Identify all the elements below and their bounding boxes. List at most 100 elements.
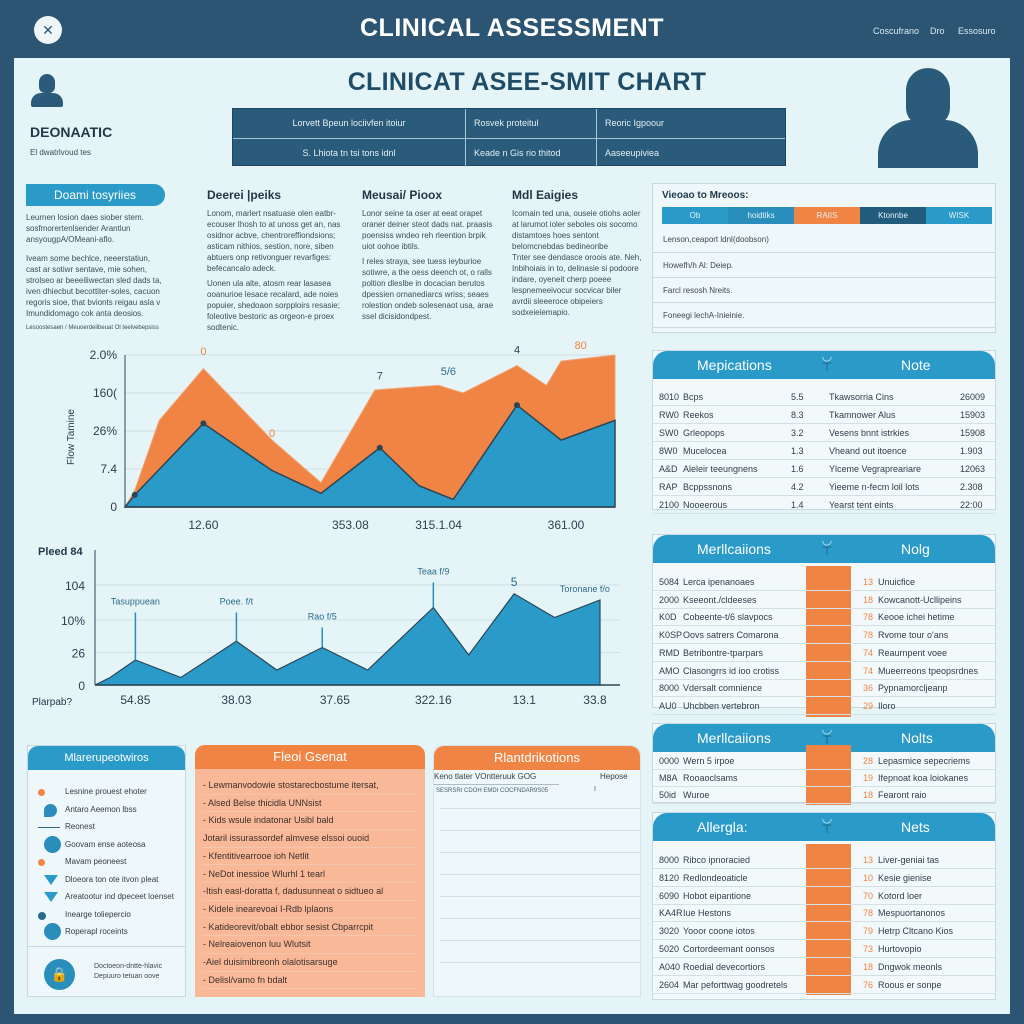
table-row[interactable]: 5084 Lerca ipenanoaes 13 Unuicfice <box>653 573 995 591</box>
list-row[interactable]: Farcl resosh Nreits. <box>653 278 995 303</box>
table-cell: Hurtovopio <box>878 944 922 954</box>
dot-orange-icon <box>38 789 45 796</box>
data-point[interactable] <box>131 491 138 498</box>
legend-label: Areatootur ind dpeceet loenset <box>65 892 174 901</box>
table-cell: Iloro <box>878 700 896 711</box>
legend-item[interactable]: Antaro Aeemon lbss <box>28 803 187 818</box>
table-row[interactable]: AMO Clasongrrs id ioo crotiss 74 Mueerreons… <box>653 662 995 680</box>
table-row[interactable]: AU0 Uhcbben vertebron 29 Iloro <box>653 697 995 715</box>
footer-line: Depuuro tetuan oove <box>94 973 160 980</box>
table-row[interactable]: 2100 Nooeerous 1.4 Yearst tent eints 22:00 <box>653 496 995 514</box>
table-row[interactable]: K0SP Oovs satrers Comarona 78 Rvome tour o'… <box>653 626 995 645</box>
table-cell: I <box>594 786 596 793</box>
text-column: Meusai/ Pioox Lonor seine ta oser at eea… <box>362 188 500 322</box>
table-cell: 8010 <box>659 392 680 402</box>
table-row[interactable]: 5020 Cortordeemant oonsos 73 Hurtovopio <box>653 940 995 958</box>
table-row[interactable]: 2000 Kseeont./cldeeses 18 Kowcanott-Ucllipe… <box>653 591 995 609</box>
table-cell: 74 <box>863 665 874 676</box>
list-row[interactable]: Lenson,ceaport ldnl(doobson) <box>653 229 995 253</box>
table-cell: 8.3 <box>791 410 804 420</box>
data-label: 80 <box>575 340 587 352</box>
section-tab[interactable]: Doami tosyriies <box>26 184 165 206</box>
legend-item[interactable]: Areatootur ind dpeceet loenset <box>28 891 187 905</box>
data-point[interactable] <box>376 444 383 451</box>
table-cell: 2.308 <box>960 482 983 492</box>
table-cell: Mar peforttwag goodretels <box>683 979 788 990</box>
legend-item[interactable]: Dloeora ton ote itvon pleat <box>28 874 187 888</box>
table-cell: 74 <box>863 647 874 658</box>
table-cell: 3020 <box>659 926 680 937</box>
tab-0[interactable]: Ob <box>662 207 728 224</box>
table-row[interactable]: RMD Betribontre-tparpars 74 Reaurnpent voee <box>653 644 995 662</box>
table-row[interactable]: 8000 Vdersalt comnience 36 Pypnamorcljeanp <box>653 679 995 698</box>
list-row[interactable]: Howefh/h Al: Deiep. <box>653 253 995 278</box>
table-row[interactable]: RW0 Reekos 8.3 Tkamnower Alus 15903 <box>653 406 995 424</box>
data-point[interactable] <box>514 402 520 409</box>
connector-icon: ◡ ⊤ <box>821 722 833 747</box>
table-cell: Cobeente-t/6 slavpocs <box>683 612 773 623</box>
table-cell: Yieeme n-fecm loil lots <box>829 482 920 492</box>
table-row[interactable]: 8010 Bcps 5.5 Tkawsorria Cins 26009 <box>653 388 995 406</box>
table-row[interactable]: K0D Cobeente-t/6 slavpocs 78 Keooe ichei he… <box>653 608 995 627</box>
column-header: Keno tlater VOntteruuk GOG <box>434 772 537 781</box>
table-cell: 26009 <box>960 392 986 402</box>
table-row[interactable]: 2604 Mar peforttwag goodretels 76 Roous er … <box>653 976 995 994</box>
table-cell: 8W0 <box>659 446 678 456</box>
table-row[interactable]: RAP Bcppssnons 4.2 Yieeme n-fecm loil lots 2… <box>653 478 995 496</box>
y-tick-label: 0 <box>110 500 117 514</box>
x-tick-label: 38.03 <box>221 693 251 707</box>
table-row[interactable]: 0000 Wern 5 irpoe 28 Lepasmice sepecriems <box>653 752 995 770</box>
circle-blue-icon <box>44 835 61 853</box>
legend-item[interactable]: Mavam peoneest <box>28 856 187 870</box>
legend-item[interactable]: Inearge toliepercio <box>28 909 187 923</box>
table-cell: 1.3 <box>791 446 804 456</box>
data-point[interactable] <box>200 420 207 427</box>
table-row[interactable]: A&D Aleleir teeungnens 1.6 Ylceme Vegraprea… <box>653 460 995 478</box>
view-box-title: Vieoao to Mreoos: <box>662 190 749 201</box>
plan-line: - Katideorevit/obalt ebbor sesist Cbparr… <box>203 919 418 937</box>
x-tick-label: 361.00 <box>548 518 585 532</box>
tab-3[interactable]: Ktonnbe <box>860 207 926 224</box>
notes-title: Nolts <box>901 730 933 746</box>
nav-link[interactable]: Essosuro <box>958 26 996 36</box>
table-cell: Tkawsorria Cins <box>829 392 894 402</box>
table-cell: Mespuortanonos <box>878 908 946 919</box>
table-cell: 79 <box>863 926 874 937</box>
table-row[interactable]: KA4R Iue Hestons 78 Mespuortanonos <box>653 904 995 923</box>
legend-label: Inearge toliepercio <box>65 909 131 919</box>
nav-link[interactable]: Coscufrano <box>873 26 920 36</box>
plan-line: - Delisl/vamo fn bdalt <box>203 972 418 990</box>
legend-item[interactable]: Roperapl roceints <box>28 923 187 940</box>
table-row[interactable]: M8A Rooaoclsams 19 Ifepnoat koa loiokanes <box>653 769 995 787</box>
y-tick-label: 26% <box>93 424 117 438</box>
table-row[interactable]: 6090 Hobot eipantione 70 Kotord loer <box>653 887 995 905</box>
table-cell: 13 <box>863 855 874 865</box>
med-panel: Allergla: Nets ◡ ⊤ 8000 Ribco ipnoracied 13 Liv… <box>652 812 996 1000</box>
annotation-label: Poee. f/t <box>220 597 254 607</box>
patient-name: DEONAATIC <box>30 124 113 140</box>
lock-icon[interactable]: 🔒 <box>44 959 75 990</box>
table-cell: S. Lhiota tn tsi tons idnl <box>233 139 466 167</box>
logo-icon[interactable]: ✕ <box>34 16 62 44</box>
page-title: CLINICAT ASEE-SMIT CHART <box>347 68 707 96</box>
table-row[interactable]: 3020 Yooor coone iotos 79 Hetrp Cltcano Kio… <box>653 922 995 941</box>
nav-link[interactable]: Dro <box>930 26 945 36</box>
tab-2[interactable]: RAIIS <box>794 207 860 224</box>
tab-4[interactable]: WISK <box>926 207 992 224</box>
y-tick-label: 0 <box>78 679 85 693</box>
legend-item[interactable]: Lesnine prouest ehoter <box>28 786 187 800</box>
tab-1[interactable]: hoidtiks <box>728 207 794 224</box>
table-row[interactable]: 8W0 Mucelocea 1.3 Vheand out itoence 1.903 <box>653 442 995 460</box>
table-row[interactable]: 50id Wuroe 18 Fearont raio <box>653 786 995 804</box>
chart-title: Pleed 84 <box>38 546 84 558</box>
table-cell: Reekos <box>683 410 714 420</box>
table-row[interactable]: SW0 Grleopops 3.2 Vesens bnnt istrkies 15908 <box>653 424 995 442</box>
table-cell: Roous er sonpe <box>878 979 942 990</box>
table-cell: Vesens bnnt istrkies <box>829 428 910 438</box>
legend-item[interactable]: Goovam ense aoteosa <box>28 835 187 853</box>
legend-item[interactable]: Reonest <box>28 821 187 835</box>
table-row[interactable]: A040 Roedial devecortiors 18 Dngwok meonls <box>653 958 995 976</box>
table-row[interactable]: 8120 Redlondeoaticle 10 Kesie gienise <box>653 869 995 887</box>
table-row[interactable]: 8000 Ribco ipnoracied 13 Liver-geniai tas <box>653 851 995 869</box>
list-row[interactable]: Foneegi lechA-Inieinie. <box>653 303 995 328</box>
